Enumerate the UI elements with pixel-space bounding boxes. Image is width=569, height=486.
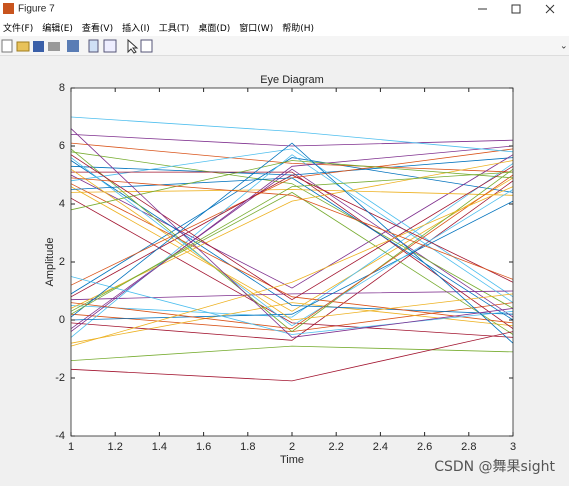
menu-item[interactable]: 编辑(E) xyxy=(42,23,73,34)
colorbar-icon[interactable] xyxy=(88,39,99,53)
trace xyxy=(70,128,514,338)
menu-bar: 文件(F) 编辑(E) 查看(V) 插入(I) 工具(T) 桌面(D) 窗口(W) 帮助(H) xyxy=(0,18,569,36)
menu-item[interactable]: 文件(F) xyxy=(3,23,34,34)
trace xyxy=(70,197,514,338)
menu-item[interactable]: 桌面(D) xyxy=(198,23,231,34)
title-bar-art: Figure 7 xyxy=(3,3,555,15)
trace xyxy=(70,168,514,330)
pointer-icon[interactable] xyxy=(127,38,139,54)
watermark: CSDN @舞果sight xyxy=(434,459,555,475)
trace xyxy=(70,145,514,332)
x-tick-label: 2 xyxy=(289,441,295,453)
trace xyxy=(70,160,514,309)
y-tick-label: 6 xyxy=(59,140,65,152)
chart: Eye Diagram Time Amplitude -4 -2 0 2 4 6 8 1 1.2… xyxy=(44,74,516,466)
window-title: Figure 7 xyxy=(18,4,55,15)
trace xyxy=(70,157,514,327)
x-tick-label: 1 xyxy=(68,441,74,453)
trace xyxy=(70,154,514,301)
trace xyxy=(70,142,514,173)
close-button[interactable] xyxy=(545,4,555,14)
y-axis-label: Amplitude xyxy=(44,238,56,287)
trace xyxy=(70,174,514,298)
trace xyxy=(70,189,514,196)
chart-title: Eye Diagram xyxy=(260,74,324,86)
trace xyxy=(70,148,514,333)
property-icon[interactable] xyxy=(140,39,153,53)
trace xyxy=(70,160,514,211)
trace xyxy=(70,177,514,321)
x-tick-label: 1.2 xyxy=(108,441,123,453)
trace xyxy=(70,331,514,382)
trace xyxy=(70,177,514,280)
x-tick-label: 1.4 xyxy=(152,441,167,453)
x-tick-label: 2.6 xyxy=(417,441,432,453)
trace xyxy=(70,174,514,330)
trace xyxy=(70,200,514,321)
new-icon[interactable] xyxy=(1,39,13,53)
x-axis-label: Time xyxy=(280,454,304,466)
menu-item[interactable]: 工具(T) xyxy=(158,23,190,34)
y-tick-label: -4 xyxy=(55,430,65,442)
x-tick-label: 2.4 xyxy=(373,441,388,453)
link-icon[interactable] xyxy=(67,40,79,52)
menu-item[interactable]: 插入(I) xyxy=(122,23,150,34)
trace xyxy=(70,276,514,335)
trace xyxy=(70,157,514,295)
y-tick-label: 0 xyxy=(59,314,65,326)
x-tick-label: 1.8 xyxy=(240,441,255,453)
trace xyxy=(70,160,514,315)
menu-item[interactable]: 查看(V) xyxy=(81,23,114,34)
print-icon[interactable] xyxy=(48,42,60,51)
dock-arrow[interactable]: ⌄ xyxy=(560,40,568,50)
trace xyxy=(70,171,514,315)
x-tick-label: 2.8 xyxy=(461,441,476,453)
title-bar: Figure 7 xyxy=(0,0,569,18)
y-tick-label: 4 xyxy=(59,198,65,210)
trace xyxy=(70,163,514,318)
app-icon xyxy=(3,3,14,14)
x-tick-label: 1.6 xyxy=(196,441,211,453)
axes-background xyxy=(71,88,513,436)
maximize-button[interactable] xyxy=(511,4,521,14)
trace xyxy=(70,345,514,361)
trace xyxy=(70,154,514,289)
trace xyxy=(70,148,514,298)
menu-item[interactable]: 帮助(H) xyxy=(282,23,314,34)
legend-icon[interactable] xyxy=(103,39,117,53)
x-tick-label: 3 xyxy=(510,441,516,453)
toolbar-icons: ⌄ xyxy=(1,38,568,54)
traces xyxy=(70,116,514,382)
toolbar: ⌄ xyxy=(0,36,569,56)
trace xyxy=(70,151,514,309)
save-icon[interactable] xyxy=(33,41,44,52)
trace xyxy=(70,116,514,153)
trace xyxy=(70,142,514,344)
trace xyxy=(70,183,514,324)
trace xyxy=(70,290,514,301)
y-tick-label: -2 xyxy=(55,372,65,384)
trace xyxy=(70,177,514,312)
x-tick-label: 2.2 xyxy=(329,441,344,453)
y-tick-label: 8 xyxy=(59,82,65,94)
open-icon[interactable] xyxy=(16,41,30,52)
trace xyxy=(70,134,514,147)
trace xyxy=(70,168,514,321)
menu-item[interactable]: 窗口(W) xyxy=(239,23,274,34)
trace xyxy=(70,180,514,341)
y-tick-label: 2 xyxy=(59,256,65,268)
trace xyxy=(70,186,514,347)
